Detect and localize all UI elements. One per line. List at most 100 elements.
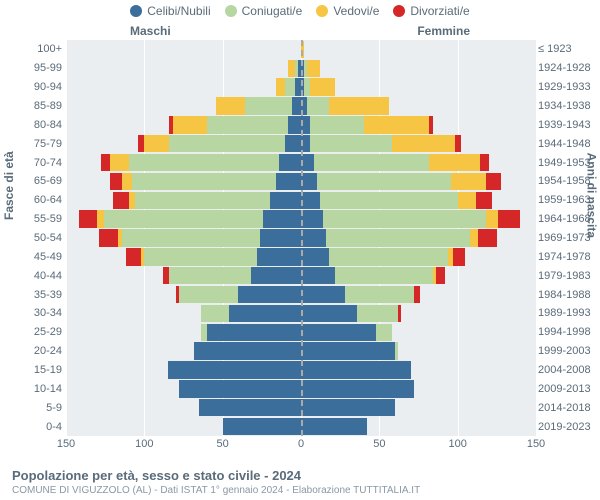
bar-segment — [276, 173, 301, 190]
birth-year-label: 1929-1933 — [538, 82, 596, 93]
female-header: Femmine — [417, 24, 470, 38]
male-bar — [201, 324, 301, 341]
bar-segment — [207, 324, 301, 341]
bar-segment — [288, 116, 301, 133]
bar-segment — [101, 154, 110, 171]
bar-segment — [270, 192, 301, 209]
x-tick-label: 150 — [57, 438, 75, 450]
age-band-label: 85-89 — [18, 101, 62, 112]
bar-segment — [307, 97, 329, 114]
bar-segment — [251, 267, 301, 284]
x-tick-label: 100 — [448, 438, 466, 450]
male-header: Maschi — [130, 24, 171, 38]
bar-segment — [301, 192, 320, 209]
male-bar — [276, 78, 301, 95]
bar-segment — [310, 116, 363, 133]
bar-segment — [455, 135, 461, 152]
age-band-label: 25-29 — [18, 327, 62, 338]
bar-segment — [260, 229, 301, 246]
chart-title: Popolazione per età, sesso e stato civil… — [12, 468, 588, 483]
male-bar — [163, 267, 301, 284]
legend-label: Celibi/Nubili — [147, 4, 210, 18]
female-bar — [301, 418, 367, 435]
female-bar — [301, 248, 465, 265]
bar-segment — [436, 267, 445, 284]
bar-segment — [276, 78, 285, 95]
age-band-label: 15-19 — [18, 365, 62, 376]
bar-segment — [129, 154, 279, 171]
bar-segment — [486, 210, 499, 227]
bar-segment — [335, 267, 432, 284]
x-axis: 15010050050100150 — [66, 438, 536, 454]
legend-item: Coniugati/e — [225, 4, 303, 18]
male-bar — [176, 286, 301, 303]
female-bar — [301, 305, 401, 322]
bar-segment — [144, 135, 169, 152]
age-band-label: 75-79 — [18, 139, 62, 150]
x-tick-label: 50 — [217, 438, 229, 450]
female-bar — [301, 229, 497, 246]
bar-segment — [285, 78, 294, 95]
bar-segment — [486, 173, 502, 190]
age-band-label: 35-39 — [18, 290, 62, 301]
bar-segment — [453, 248, 466, 265]
female-bar — [301, 210, 520, 227]
legend-item: Divorziati/e — [393, 4, 469, 18]
bar-segment — [323, 210, 486, 227]
bar-segment — [398, 305, 401, 322]
bar-segment — [199, 399, 301, 416]
age-band-label: 60-64 — [18, 195, 62, 206]
legend-label: Coniugati/e — [242, 4, 303, 18]
bar-segment — [364, 116, 430, 133]
legend-item: Celibi/Nubili — [130, 4, 210, 18]
birth-year-label: 2019-2023 — [538, 422, 596, 433]
bar-segment — [326, 229, 470, 246]
bar-segment — [238, 286, 301, 303]
female-bar — [301, 135, 461, 152]
bar-segment — [279, 154, 301, 171]
bar-segment — [132, 173, 276, 190]
bar-segment — [216, 97, 244, 114]
bar-segment — [99, 229, 118, 246]
gridline — [536, 40, 537, 436]
bar-segment — [223, 418, 301, 435]
bar-segment — [110, 173, 123, 190]
age-band-label: 10-14 — [18, 384, 62, 395]
male-bar — [168, 361, 301, 378]
birth-year-label: 1934-1938 — [538, 101, 596, 112]
birth-year-label: 1949-1953 — [538, 158, 596, 169]
male-bar — [288, 60, 301, 77]
bar-segment — [245, 97, 292, 114]
bar-segment — [173, 116, 207, 133]
age-band-label: 100+ — [18, 44, 62, 55]
birth-year-label: 1944-1948 — [538, 139, 596, 150]
male-bar — [216, 97, 301, 114]
population-pyramid-chart: Celibi/Nubili Coniugati/e Vedovi/e Divorzia… — [0, 0, 600, 500]
male-bar — [126, 248, 301, 265]
age-band-label: 70-74 — [18, 158, 62, 169]
birth-year-label: 1939-1943 — [538, 120, 596, 131]
chart-subtitle: COMUNE DI VIGUZZOLO (AL) - Dati ISTAT 1°… — [12, 485, 588, 496]
male-bar — [194, 342, 301, 359]
bar-segment — [207, 116, 288, 133]
bar-segment — [144, 248, 257, 265]
female-bar — [301, 116, 433, 133]
bar-segment — [345, 286, 414, 303]
bar-segment — [257, 248, 301, 265]
legend-item: Vedovi/e — [316, 4, 379, 18]
bar-segment — [329, 97, 389, 114]
female-bar — [301, 60, 320, 77]
male-bar — [201, 305, 301, 322]
bar-segment — [480, 154, 489, 171]
age-band-label: 95-99 — [18, 63, 62, 74]
bar-segment — [301, 380, 414, 397]
birth-year-label: 1984-1988 — [538, 290, 596, 301]
birth-year-label: 1924-1928 — [538, 63, 596, 74]
center-line — [301, 40, 303, 436]
footer: Popolazione per età, sesso e stato civil… — [12, 468, 588, 496]
bar-segment — [314, 154, 430, 171]
legend-dot — [130, 5, 142, 17]
legend-dot — [393, 5, 405, 17]
bar-segment — [317, 173, 452, 190]
bar-segment — [135, 192, 270, 209]
